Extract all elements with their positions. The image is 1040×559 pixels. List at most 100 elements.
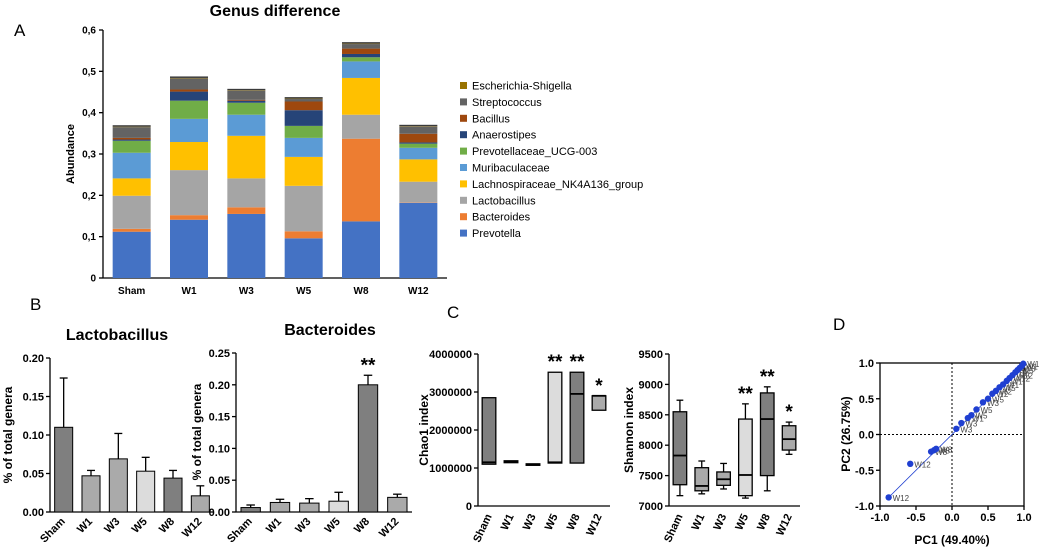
lacto-y-tick-label: 0.20: [23, 353, 44, 365]
pca-y-axis-label: PC2 (26.75%): [839, 396, 853, 471]
chao-x-tick-label: W5: [543, 512, 561, 532]
genus-bar-segment: [285, 138, 323, 157]
bacter-bar: [329, 501, 348, 512]
genus-bar-segment: [113, 232, 151, 278]
genus-bar-segment: [399, 127, 437, 134]
genus-bar-segment: [113, 127, 151, 138]
genus-bar-segment: [113, 153, 151, 179]
genus-bar-segment: [399, 134, 437, 143]
bacter-y-tick-label: 0.10: [209, 443, 230, 455]
bacter-x-tick-label: Sham: [225, 515, 255, 545]
pca-x-tick-label: -0.5: [907, 512, 926, 524]
bacter-x-tick-label: W1: [264, 516, 284, 536]
genus-x-tick-label: W3: [239, 286, 254, 297]
genus-legend-swatch: [460, 131, 467, 138]
shannon-significance-mark: *: [785, 402, 793, 423]
shannon-y-tick-label: 9500: [639, 349, 663, 361]
lacto-x-tick-label: W5: [130, 516, 150, 536]
pca-point: [907, 461, 913, 467]
genus-bar-top: [342, 42, 380, 44]
pca-x-axis-label: PC1 (49.40%): [914, 533, 989, 547]
lacto-y-axis-label: % of total genera: [1, 386, 15, 483]
pca-y-tick-label: -0.5: [855, 465, 874, 477]
bacter-y-tick-label: 0.15: [209, 412, 230, 424]
bacter-x-tick-label: W3: [293, 516, 313, 536]
shannon-box: [673, 412, 687, 485]
shannon-y-axis-label: Shannon index: [622, 387, 636, 473]
shannon-x-tick-label: W3: [711, 512, 729, 532]
genus-bar-top: [285, 97, 323, 99]
bacter-bar: [358, 385, 377, 512]
bacter-x-tick-label: W12: [377, 516, 401, 540]
genus-legend-label: Bacillus: [472, 113, 510, 125]
lacto-bar: [164, 478, 182, 512]
shannon-significance-mark: **: [760, 367, 775, 388]
genus-bar-segment: [227, 207, 265, 214]
genus-bar-segment: [170, 220, 208, 278]
bacter-chart-title: Bacteroides: [284, 322, 376, 339]
genus-bar-top: [170, 76, 208, 78]
bacter-bar: [300, 503, 319, 512]
genus-bar-segment: [342, 49, 380, 54]
shannon-y-tick-label: 7000: [639, 501, 663, 513]
pca-x-tick-label: 0.5: [980, 512, 995, 524]
genus-bar-segment: [285, 238, 323, 278]
genus-legend-swatch: [460, 213, 467, 220]
genus-bar-segment: [342, 78, 380, 115]
genus-legend-label: Streptococcus: [472, 97, 542, 109]
genus-bar-segment: [342, 115, 380, 139]
bacter-x-tick-label: W5: [323, 516, 343, 536]
shannon-box: [782, 426, 796, 450]
genus-bar-segment: [170, 215, 208, 220]
lacto-x-tick-label: W12: [180, 516, 204, 540]
pca-y-tick-label: 0.5: [859, 394, 874, 406]
genus-legend-label: Muribaculaceae: [472, 163, 550, 175]
genus-bar-segment: [399, 159, 437, 181]
chao-box: [548, 372, 562, 463]
chao-y-tick-label: 4000000: [429, 349, 472, 361]
genus-bar-segment: [170, 90, 208, 92]
genus-bar-segment: [285, 102, 323, 111]
pca-point-label: W12: [893, 494, 910, 503]
chao-x-tick-label: W3: [521, 512, 539, 532]
bacter-y-tick-label: 0.00: [209, 507, 230, 519]
lacto-y-tick-label: 0.10: [23, 430, 44, 442]
panel-label-d: D: [833, 315, 845, 334]
genus-bar-segment: [342, 44, 380, 49]
genus-x-tick-label: W5: [296, 286, 311, 297]
chao-y-tick-label: 3000000: [429, 387, 472, 399]
genus-bar-segment: [113, 229, 151, 232]
genus-x-tick-label: Sham: [118, 286, 145, 297]
genus-bar-segment: [399, 144, 437, 148]
bacter-significance-mark: **: [361, 355, 376, 376]
chao-x-tick-label: Sham: [471, 512, 495, 544]
lacto-y-tick-label: 0.00: [23, 507, 44, 519]
genus-y-tick-label: 0,6: [82, 26, 96, 37]
shannon-x-tick-label: W8: [755, 512, 773, 532]
genus-bar-segment: [227, 100, 265, 101]
genus-bar-segment: [227, 214, 265, 278]
chao-x-tick-label: W1: [499, 512, 517, 532]
bacter-bar: [241, 508, 260, 512]
genus-bar-segment: [227, 91, 265, 100]
chao-significance-mark: *: [595, 376, 603, 397]
shannon-box: [739, 419, 753, 496]
genus-bar-segment: [285, 231, 323, 238]
genus-bar-segment: [170, 142, 208, 170]
genus-bar-segment: [342, 57, 380, 61]
chao-box: [482, 398, 496, 465]
bacter-y-axis-label: % of total genera: [190, 383, 204, 480]
bacter-bar: [270, 502, 289, 512]
genus-y-tick-label: 0,4: [82, 108, 96, 119]
genus-legend-label: Prevotellaceae_UCG-003: [472, 146, 597, 158]
shannon-y-tick-label: 8500: [639, 410, 663, 422]
genus-bar-segment: [170, 101, 208, 119]
genus-y-tick-label: 0: [90, 274, 96, 285]
genus-legend-swatch: [460, 197, 467, 204]
lacto-bar: [191, 496, 209, 512]
genus-bar-segment: [170, 119, 208, 142]
genus-bar-top: [113, 125, 151, 127]
genus-legend-label: Bacteroides: [472, 212, 531, 224]
genus-bar-segment: [399, 203, 437, 278]
